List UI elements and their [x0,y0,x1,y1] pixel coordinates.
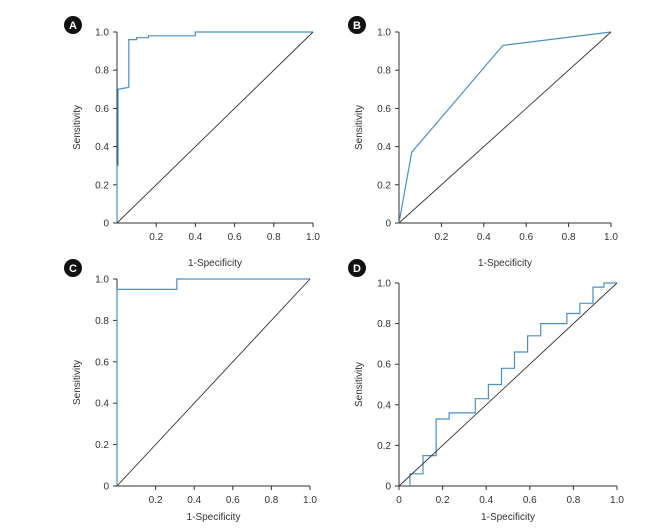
y-axis-title: Sensitivity [72,105,83,150]
reference-diagonal-line [116,278,311,487]
x-tick-label: 1.0 [306,232,320,243]
roc-curve [398,31,612,224]
x-tick-label: 0 [396,495,402,506]
reference-diagonal-line [116,31,314,224]
y-tick-label: 0.4 [95,142,109,153]
x-axis-title: 1-Specificity [481,512,535,523]
y-tick-label: 0.2 [95,180,109,191]
y-tick-label: 0 [385,219,391,230]
x-tick-label: 0.6 [523,495,537,506]
x-tick-label: 1.0 [610,495,624,506]
y-axis-title: Sensitivity [72,360,83,405]
panel-label: B [353,20,361,32]
x-tick-label: 0.8 [566,495,580,506]
x-tick-label: 1.0 [604,232,618,243]
x-axis-title: 1-Specificity [188,258,242,269]
x-tick-label: 0.8 [267,232,281,243]
y-tick-label: 1.0 [95,275,109,286]
x-tick-label: 0.6 [519,232,533,243]
y-tick-label: 0.6 [95,357,109,368]
x-tick-label: 0.6 [228,232,242,243]
x-axis-title: 1-Specificity [187,512,241,523]
y-tick-label: 0.4 [377,400,391,411]
y-tick-label: 0.8 [377,66,391,77]
x-tick-label: 0.2 [149,232,163,243]
y-tick-label: 0.2 [377,441,391,452]
x-tick-label: 0.4 [479,495,493,506]
y-tick-label: 0.6 [377,360,391,371]
panel-a: 0.2 0.4 0.6 0.8 1.0 0 0.2 0.4 0.6 0.8 1.0 1-Specifi… [64,16,320,269]
y-tick-label: 0.8 [95,66,109,77]
panel-b: 0.2 0.4 0.6 0.8 1.0 0 0.2 0.4 0.6 0.8 1.0 1-Specifi… [348,16,618,269]
x-tick-label: 0.2 [436,495,450,506]
y-tick-label: 0.2 [95,440,109,451]
y-tick-label: 0.4 [377,142,391,153]
y-tick-label: 0.8 [95,316,109,327]
y-tick-label: 0 [103,482,109,493]
x-tick-label: 1.0 [303,495,317,506]
x-tick-label: 0.4 [187,495,201,506]
x-tick-label: 0.2 [149,495,163,506]
y-tick-label: 0.2 [377,180,391,191]
y-tick-label: 0.4 [95,399,109,410]
panel-badge [348,259,366,277]
x-tick-label: 0.4 [477,232,491,243]
panel-d: 0 0.2 0.4 0.6 0.8 1.0 0 0.2 0.4 0.6 0.8 1.0 1-Specif… [348,259,624,523]
panel-c: 0.2 0.4 0.6 0.8 1.0 0 0.2 0.4 0.6 0.8 1.0 1-Specifi… [64,259,317,523]
roc-curve [409,282,617,486]
y-axis-title: Sensitivity [354,362,365,407]
panel-badge [64,259,82,277]
reference-diagonal-line [398,282,618,487]
y-tick-label: 1.0 [95,28,109,39]
x-tick-label: 0.8 [264,495,278,506]
x-tick-label: 0.8 [562,232,576,243]
y-tick-label: 0.8 [377,319,391,330]
roc-curve [116,278,310,486]
y-tick-label: 0 [103,219,109,230]
x-tick-label: 0.6 [226,495,240,506]
y-tick-label: 1.0 [377,28,391,39]
panel-badge [64,16,82,34]
y-tick-label: 0.6 [95,104,109,115]
reference-diagonal-line [398,31,612,224]
panel-badge [348,16,366,34]
y-tick-label: 1.0 [377,279,391,290]
x-tick-label: 0.2 [434,232,448,243]
y-axis-title: Sensitivity [354,105,365,150]
y-tick-label: 0.6 [377,104,391,115]
y-tick-label: 0 [385,482,391,493]
panel-label: A [69,20,77,32]
panel-label: C [69,263,77,275]
panel-label: D [353,263,361,275]
x-tick-label: 0.4 [188,232,202,243]
x-axis-title: 1-Specificity [478,258,532,269]
roc-curve [116,31,313,223]
